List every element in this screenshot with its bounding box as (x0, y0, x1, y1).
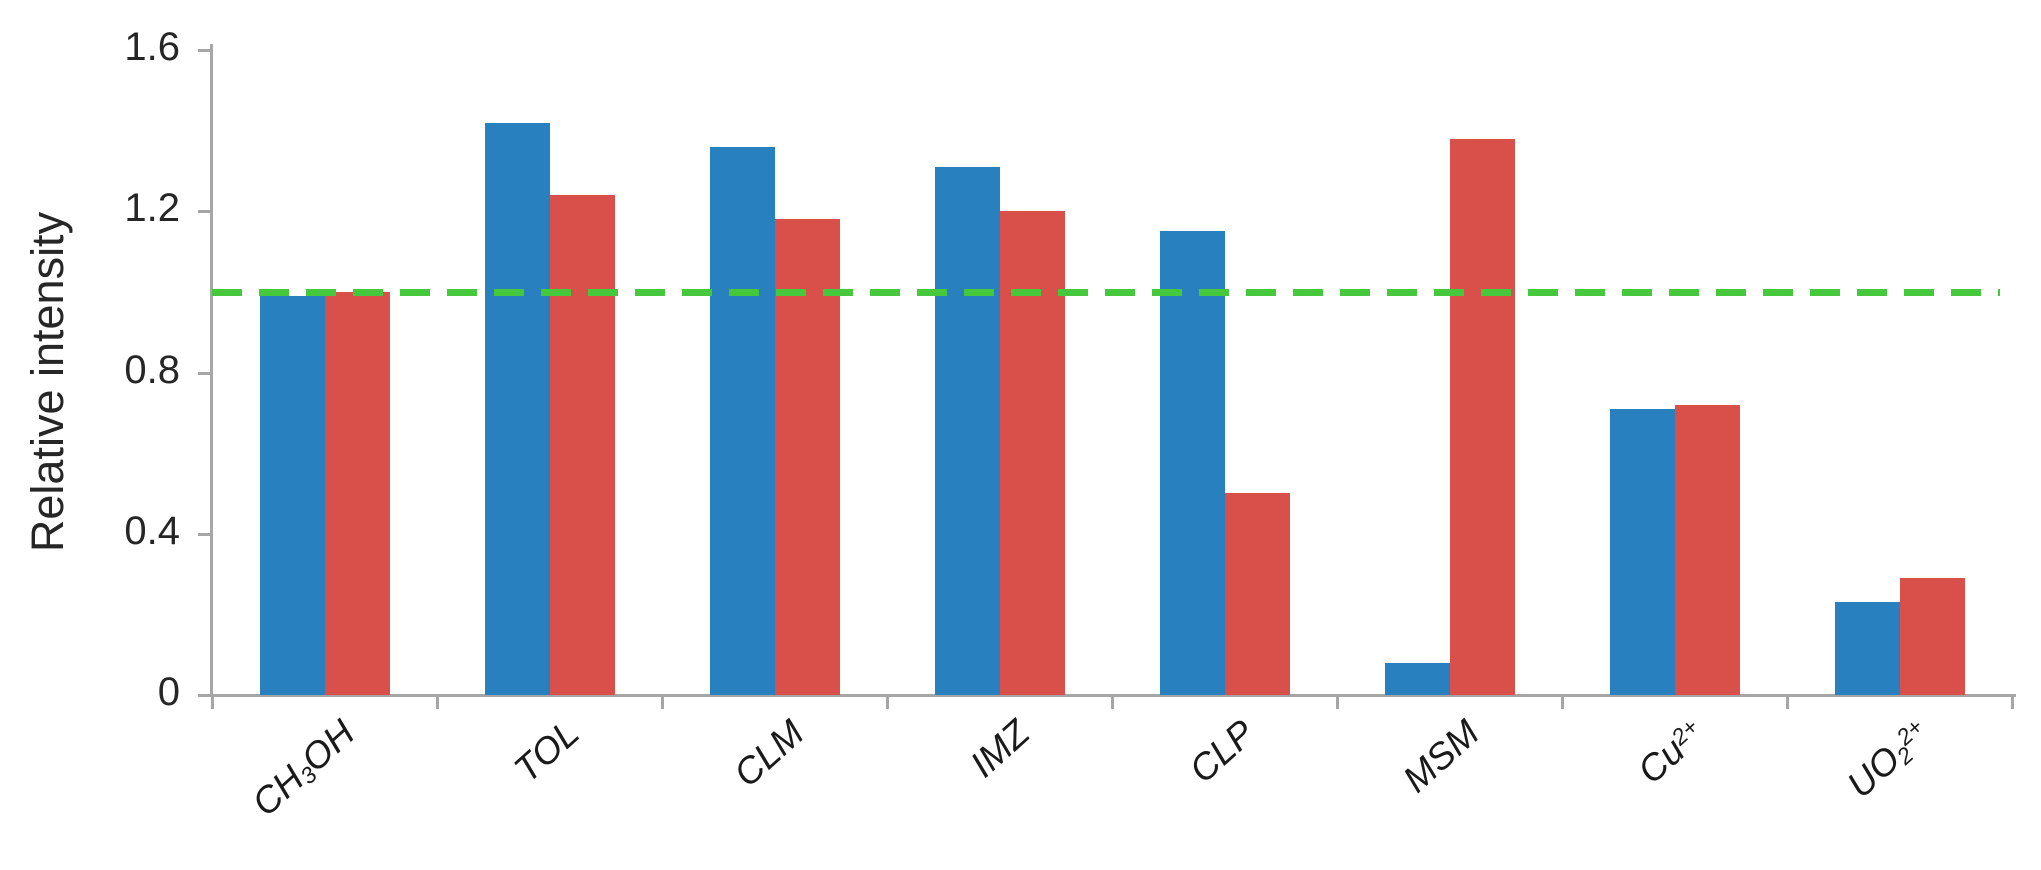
bar-series-2-red-TOL (549, 195, 615, 695)
bar-series-2-red-CLM (774, 219, 840, 695)
bar-series-2-red-MSM (1449, 139, 1515, 695)
bar-series-2-red-CLP (1224, 493, 1290, 695)
x-tick (886, 695, 889, 709)
x-label-CH3OH: CH3OH (75, 712, 362, 824)
bar-series-1-blue-UO2 2+ (1834, 602, 1900, 695)
x-tick (436, 695, 439, 709)
bar-series-1-blue-CLP (1159, 231, 1225, 695)
x-label-UO2 2+: UO22+ (1650, 712, 1928, 805)
bar-series-2-red-Cu2+ (1674, 405, 1740, 695)
y-tick-label-1.2: 1.2 (124, 186, 180, 231)
x-axis-line (205, 694, 2016, 697)
x-tick (1786, 695, 1789, 709)
y-tick-0.4 (198, 532, 211, 536)
bar-series-2-red-CH3OH (324, 292, 390, 695)
x-tick (1336, 695, 1339, 709)
bar-series-1-blue-MSM (1384, 663, 1450, 695)
y-tick-label-1.6: 1.6 (124, 25, 180, 69)
y-tick-label-0.4: 0.4 (124, 508, 180, 553)
x-label-MSM: MSM (1200, 712, 1487, 800)
x-label-IMZ: IMZ (750, 712, 1037, 785)
x-label-TOL: TOL (300, 712, 587, 790)
bar-series-2-red-UO2 2+ (1899, 578, 1965, 695)
x-tick (211, 695, 214, 709)
bar-series-1-blue-CH3OH (259, 296, 325, 695)
y-tick-1.2 (198, 210, 211, 214)
y-axis-line (210, 44, 213, 697)
x-tick (1111, 695, 1114, 709)
x-tick (1561, 695, 1564, 709)
bar-series-1-blue-IMZ (934, 167, 1000, 695)
reference-line (212, 288, 2000, 296)
y-tick-0 (198, 694, 211, 697)
x-label-CLM: CLM (525, 712, 811, 795)
y-tick-label-0: 0 (157, 670, 180, 714)
x-label-CLP: CLP (975, 712, 1262, 791)
y-tick-0.8 (198, 371, 211, 375)
x-label-Cu2+: Cu2+ (1425, 712, 1703, 791)
bar-series-1-blue-TOL (484, 123, 550, 695)
bar-series-1-blue-CLM (709, 147, 775, 695)
bar-series-1-blue-Cu2+ (1609, 409, 1675, 695)
y-tick-1.6 (198, 49, 211, 52)
x-tick (661, 695, 664, 709)
y-tick-label-0.8: 0.8 (124, 347, 180, 392)
bar-series-2-red-IMZ (999, 211, 1065, 695)
x-label-text: UO22+ (1839, 713, 1929, 806)
x-tick (2011, 695, 2014, 709)
